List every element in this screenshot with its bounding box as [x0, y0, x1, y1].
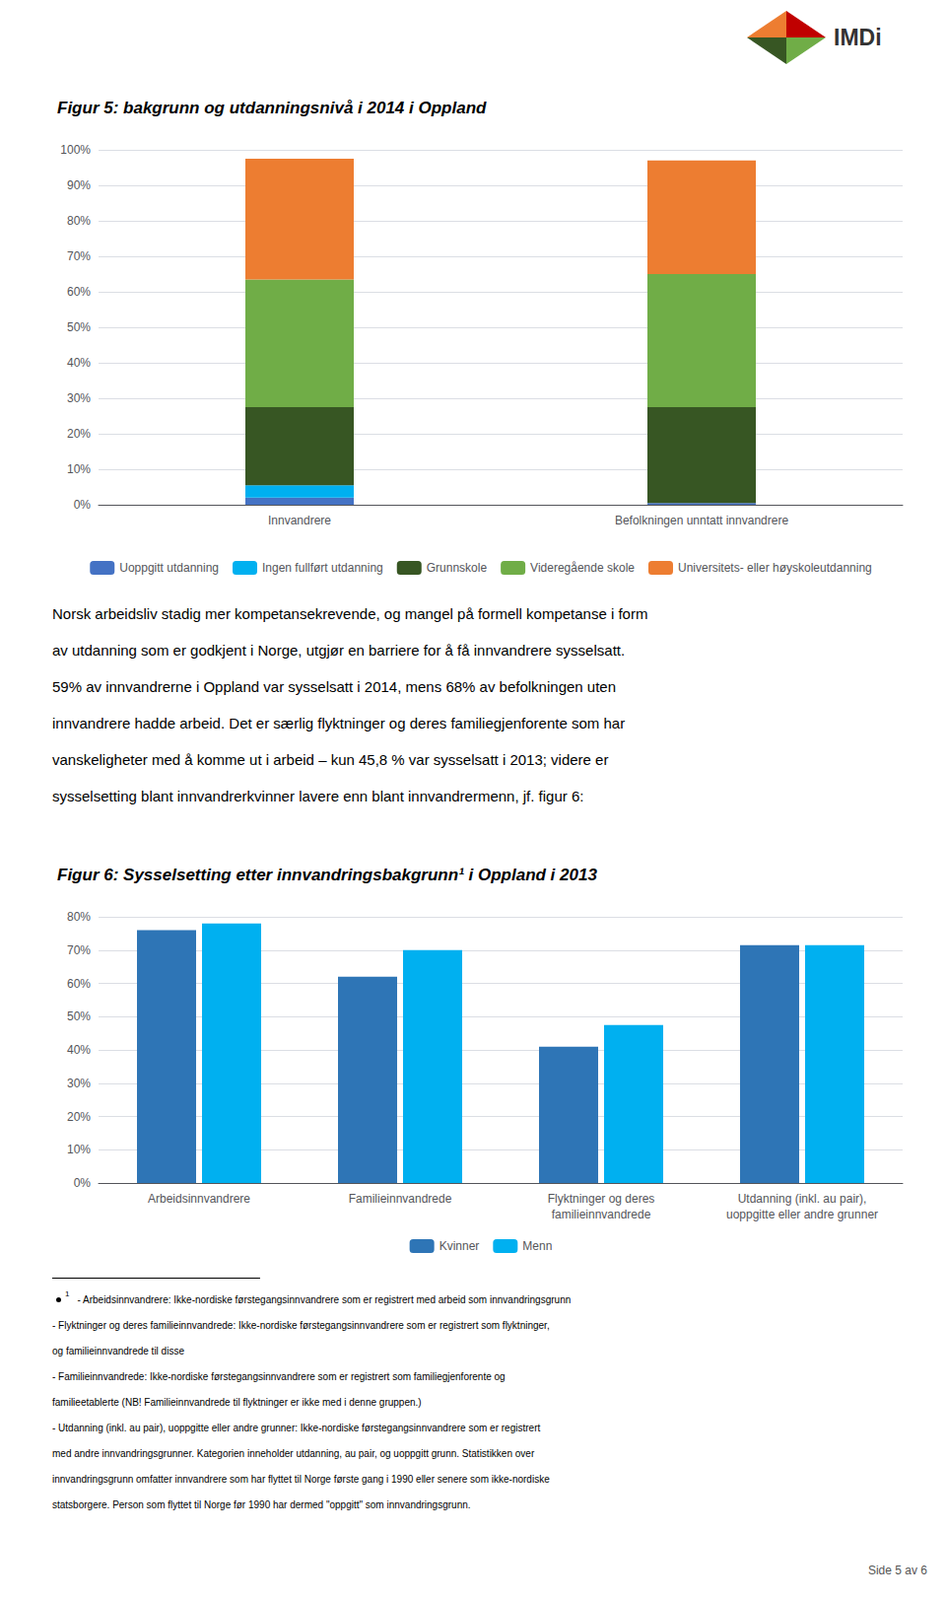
html-text:innvandrere hadde arbeid. Det: innvandrere hadde arbeid. Det er særlig … — [52, 714, 625, 732]
svg-text:20%: 20% — [67, 426, 91, 441]
svg-text:Figur 5: bakgrunn og utdanning: Figur 5: bakgrunn og utdanningsnivå i 20… — [57, 98, 487, 118]
html-text:sysselsetting blant innvandrer: sysselsetting blant innvandrerkvinner la… — [52, 787, 584, 805]
svg-text:20%: 20% — [67, 1109, 91, 1124]
svg-text:10%: 10% — [67, 1142, 91, 1156]
svg-text:60%: 60% — [67, 976, 91, 991]
html-text:og familieinnvandrede til diss: og familieinnvandrede til disse — [52, 1345, 185, 1356]
html-text:Norsk arbeidsliv stadig mer ko: Norsk arbeidsliv stadig mer kompetansekr… — [52, 605, 648, 622]
svg-text:30%: 30% — [67, 391, 91, 406]
svg-text:Universitets- eller høyskoleut: Universitets- eller høyskoleutdanning — [677, 560, 873, 575]
svg-text:50%: 50% — [67, 320, 91, 335]
html-text:- Flyktninger og deres familie: - Flyktninger og deres familieinnvandred… — [52, 1319, 550, 1331]
svg-text:0%: 0% — [73, 497, 92, 512]
html-text:innvandringsgrunn omfatter inn: innvandringsgrunn omfatter innvandrere s… — [52, 1473, 550, 1485]
html-text:- Arbeidsinnvandrere: Ikke-nor: - Arbeidsinnvandrere: Ikke-nordiske førs… — [77, 1293, 571, 1305]
svg-text:Uoppgitt utdanning: Uoppgitt utdanning — [119, 560, 219, 575]
svg-text:30%: 30% — [67, 1076, 91, 1090]
svg-text:70%: 70% — [67, 943, 91, 957]
html-text:IMDi: IMDi — [833, 24, 882, 50]
svg-text:Kvinner: Kvinner — [439, 1238, 480, 1253]
svg-text:80%: 80% — [67, 909, 91, 924]
html-text:Side 5 av 6: Side 5 av 6 — [868, 1562, 928, 1577]
svg-text:Figur 6: Sysselsetting etter i: Figur 6: Sysselsetting etter innvandring… — [57, 865, 598, 884]
html-text:familieetablerte (NB! Familiei: familieetablerte (NB! Familieinnvandrede… — [52, 1396, 422, 1408]
html-text:1: 1 — [65, 1288, 70, 1298]
svg-text:Familieinnvandrede: Familieinnvandrede — [348, 1191, 453, 1206]
html-text:vanskeligheter med å komme ut: vanskeligheter med å komme ut i arbeid –… — [52, 750, 609, 768]
html-text:- Familieinnvandrede: Ikke-nor: - Familieinnvandrede: Ikke-nordiske førs… — [52, 1370, 506, 1382]
svg-text:10%: 10% — [67, 462, 91, 476]
svg-text:Flyktninger og deres: Flyktninger og deres — [547, 1191, 656, 1206]
svg-text:50%: 50% — [67, 1009, 91, 1023]
svg-text:Utdanning (inkl. au pair),: Utdanning (inkl. au pair), — [738, 1191, 868, 1206]
html-text:- Utdanning (inkl. au pair), u: - Utdanning (inkl. au pair), uoppgitte e… — [52, 1421, 541, 1433]
svg-text:90%: 90% — [67, 178, 91, 193]
svg-text:uoppgitte eller andre grunner: uoppgitte eller andre grunner — [726, 1207, 879, 1221]
html-text:av utdanning som er godkjent i: av utdanning som er godkjent i Norge, ut… — [52, 641, 625, 659]
svg-text:Menn: Menn — [522, 1238, 552, 1253]
html-text:med andre innvandringsgrunner.: med andre innvandringsgrunner. Kategorie… — [52, 1447, 535, 1459]
svg-text:40%: 40% — [67, 355, 91, 370]
svg-text:70%: 70% — [67, 249, 91, 264]
svg-text:familieinnvandrede: familieinnvandrede — [551, 1207, 652, 1221]
svg-text:Ingen fullført utdanning: Ingen fullført utdanning — [262, 560, 384, 575]
svg-text:0%: 0% — [73, 1175, 92, 1190]
svg-text:60%: 60% — [67, 284, 91, 299]
svg-text:100%: 100% — [60, 142, 91, 157]
svg-text:Grunnskole: Grunnskole — [426, 560, 488, 575]
html-text:statsborgere. Person som flytt: statsborgere. Person som flyttet til Nor… — [52, 1498, 471, 1510]
svg-text:40%: 40% — [67, 1042, 91, 1057]
svg-text:80%: 80% — [67, 213, 91, 228]
svg-text:Arbeidsinnvandrere: Arbeidsinnvandrere — [147, 1191, 251, 1206]
svg-text:Befolkningen unntatt innvandre: Befolkningen unntatt innvandrere — [614, 513, 789, 528]
svg-text:Innvandrere: Innvandrere — [268, 513, 332, 528]
svg-text:Videregående skole: Videregående skole — [530, 560, 635, 575]
html-text:59% av innvandrerne i Oppland: 59% av innvandrerne i Oppland var syssel… — [52, 677, 616, 695]
